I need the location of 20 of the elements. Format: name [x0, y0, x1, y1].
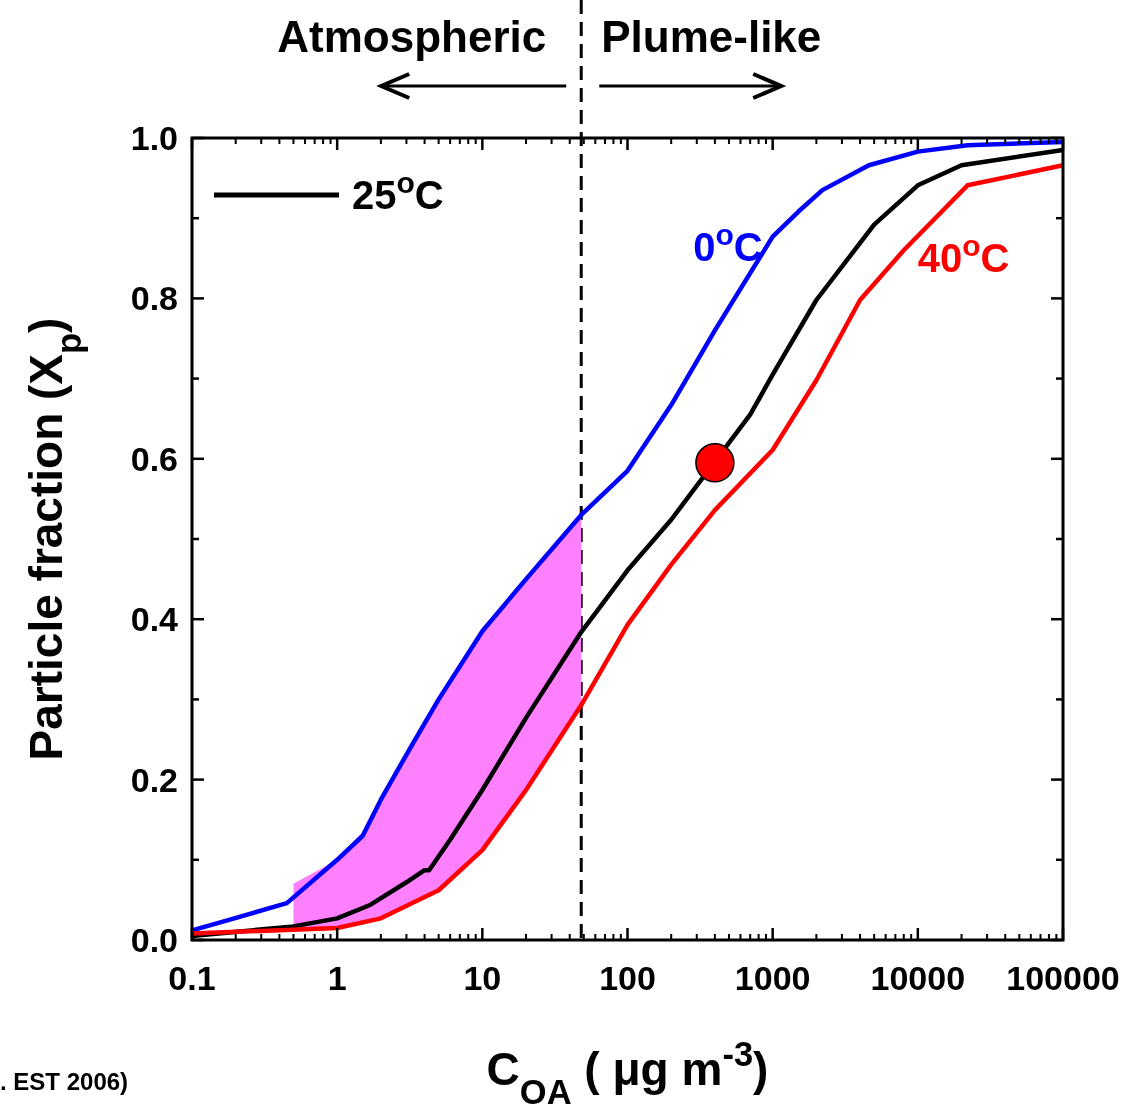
text: Atmospheric: [277, 12, 547, 61]
x-tick-label: 100: [599, 959, 656, 997]
x-tick-label: 1: [327, 959, 347, 997]
y-tick-label: 0.2: [130, 760, 178, 799]
y-tick-label: 0.8: [130, 279, 178, 318]
y-tick-label: 1.0: [130, 119, 178, 157]
y-tick-label: 0.6: [130, 439, 178, 478]
x-tick-label: 10: [463, 959, 502, 997]
x-tick-label: 1000: [734, 959, 811, 997]
text: Plume-like: [601, 12, 822, 61]
y-tick-label: 0.0: [130, 921, 178, 959]
x-tick-label: 0.1: [168, 959, 216, 997]
series-label: 0$^{o}$C: [693, 217, 763, 270]
x-tick-label: 100000: [1006, 959, 1120, 997]
series-label: 40$^{o}$C: [917, 228, 1010, 281]
x-axis-title: C$_{OA}$ ( μg m$^{-3}$): [486, 1035, 769, 1107]
legend-label: 25$^{o}$C: [352, 165, 444, 217]
x-tick-label: 10000: [870, 959, 966, 997]
text: . EST 2006): [0, 1068, 129, 1095]
y-tick-label: 0.4: [130, 600, 179, 639]
